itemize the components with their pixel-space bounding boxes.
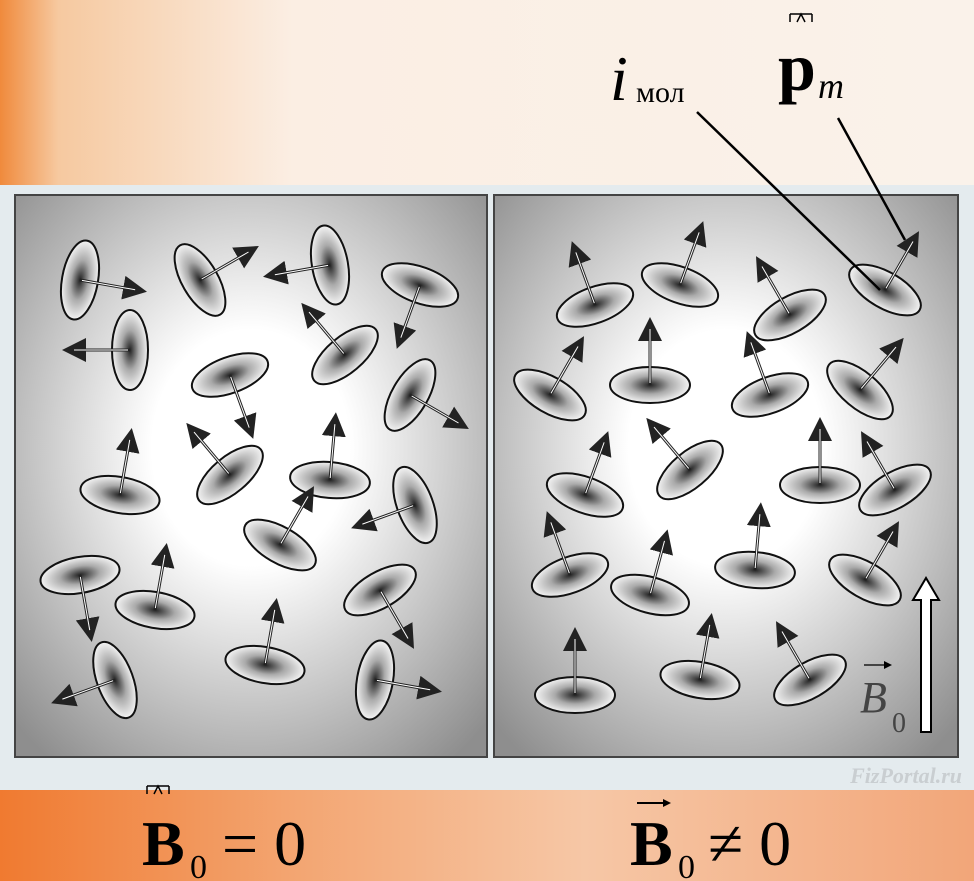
- field-symbol: B: [860, 673, 887, 722]
- caption-relation: ≠ 0: [708, 808, 791, 879]
- caption-symbol: B: [630, 808, 673, 879]
- field-subscript: 0: [892, 708, 906, 739]
- caption-subscript: 0: [678, 849, 695, 881]
- current-symbol: i: [610, 43, 628, 114]
- caption-subscript: 0: [190, 849, 207, 881]
- watermark: FizPortal.ru: [849, 763, 962, 788]
- moment-subscript: m: [818, 66, 844, 106]
- moment-symbol: p: [778, 29, 816, 105]
- caption-relation: = 0: [222, 808, 306, 879]
- page: i мол p m B 0 FizPortal.ru B 0 = 0 B 0 ≠…: [0, 0, 974, 881]
- caption-symbol: B: [142, 808, 185, 879]
- slide: i мол p m B 0 FizPortal.ru B 0 = 0 B 0 ≠…: [0, 0, 974, 881]
- current-subscript: мол: [636, 76, 685, 109]
